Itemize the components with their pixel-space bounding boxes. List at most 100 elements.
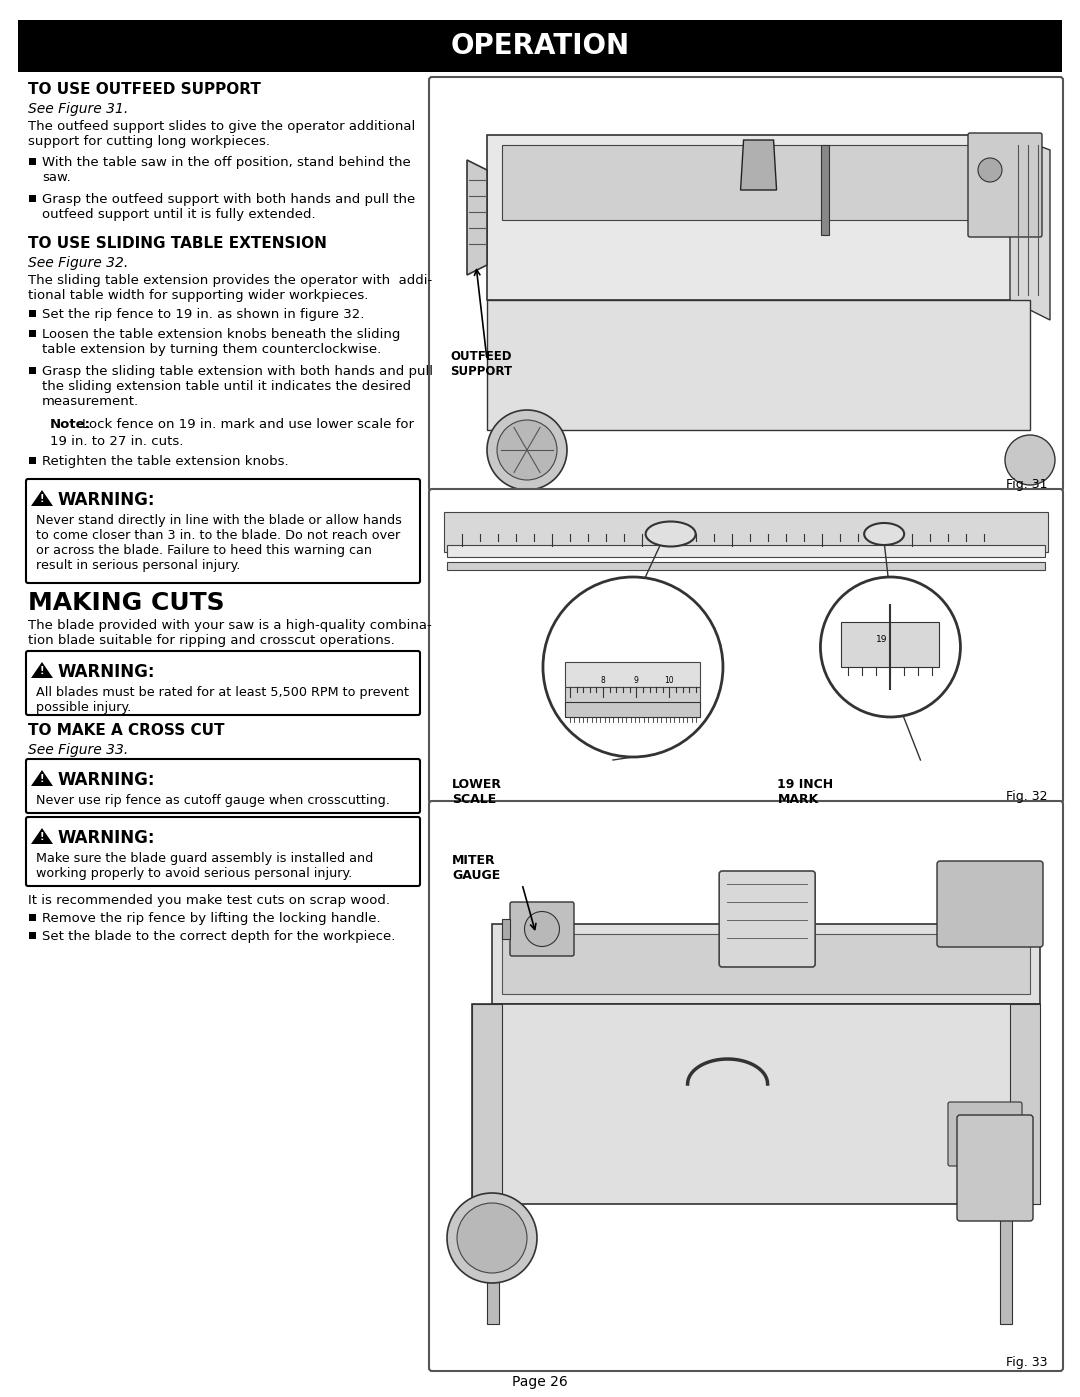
- Text: See Figure 32.: See Figure 32.: [28, 256, 129, 270]
- Text: MAKING CUTS: MAKING CUTS: [28, 591, 225, 615]
- Text: Grasp the outfeed support with both hands and pull the
outfeed support until it : Grasp the outfeed support with both hand…: [42, 193, 415, 221]
- Text: 10: 10: [664, 676, 674, 685]
- Text: WARNING:: WARNING:: [58, 828, 156, 847]
- Circle shape: [978, 158, 1002, 182]
- Circle shape: [982, 1116, 1018, 1153]
- Text: Never use rip fence as cutoff gauge when crosscutting.: Never use rip fence as cutoff gauge when…: [36, 793, 390, 807]
- Bar: [447, 562, 1045, 570]
- Text: Set the blade to the correct depth for the workpiece.: Set the blade to the correct depth for t…: [42, 930, 395, 943]
- Text: Page 26: Page 26: [512, 1375, 568, 1389]
- Text: TO MAKE A CROSS CUT: TO MAKE A CROSS CUT: [28, 724, 225, 738]
- Text: TO USE OUTFEED SUPPORT: TO USE OUTFEED SUPPORT: [28, 82, 261, 96]
- Bar: [566, 662, 701, 687]
- FancyBboxPatch shape: [429, 489, 1063, 803]
- Text: LOWER
SCALE: LOWER SCALE: [453, 778, 502, 806]
- Text: Fig. 31: Fig. 31: [1007, 478, 1048, 490]
- Bar: [841, 622, 940, 666]
- Ellipse shape: [447, 1193, 537, 1282]
- Bar: [29, 457, 36, 464]
- Bar: [822, 145, 829, 235]
- Text: WARNING:: WARNING:: [58, 490, 156, 509]
- Text: Remove the rip fence by lifting the locking handle.: Remove the rip fence by lifting the lock…: [42, 912, 380, 925]
- Text: Retighten the table extension knobs.: Retighten the table extension knobs.: [42, 455, 288, 468]
- Bar: [502, 919, 510, 939]
- Bar: [472, 1004, 502, 1204]
- Text: OUTFEED
SUPPORT: OUTFEED SUPPORT: [450, 351, 512, 379]
- Text: 9: 9: [634, 676, 638, 685]
- Text: With the table saw in the off position, stand behind the
saw.: With the table saw in the off position, …: [42, 156, 410, 184]
- Polygon shape: [741, 140, 777, 190]
- FancyBboxPatch shape: [957, 1115, 1032, 1221]
- Bar: [566, 687, 701, 707]
- Ellipse shape: [646, 521, 696, 546]
- Text: 19 in. to 27 in. cuts.: 19 in. to 27 in. cuts.: [50, 434, 184, 448]
- Bar: [566, 703, 701, 717]
- FancyBboxPatch shape: [510, 902, 573, 956]
- Ellipse shape: [864, 522, 904, 545]
- Text: Fig. 33: Fig. 33: [1007, 1356, 1048, 1369]
- Text: 19 INCH
MARK: 19 INCH MARK: [778, 778, 834, 806]
- Text: The outfeed support slides to give the operator additional
support for cutting l: The outfeed support slides to give the o…: [28, 120, 415, 148]
- Text: The sliding table extension provides the operator with  addi-
tional table width: The sliding table extension provides the…: [28, 274, 432, 302]
- Text: MITER
GAUGE: MITER GAUGE: [453, 854, 500, 882]
- Text: Never stand directly in line with the blade or allow hands
to come closer than 3: Never stand directly in line with the bl…: [36, 514, 402, 571]
- Ellipse shape: [1005, 434, 1055, 485]
- FancyBboxPatch shape: [502, 935, 1030, 995]
- Ellipse shape: [487, 409, 567, 490]
- FancyBboxPatch shape: [26, 759, 420, 813]
- FancyBboxPatch shape: [719, 870, 815, 967]
- Text: !: !: [40, 495, 44, 504]
- Text: The blade provided with your saw is a high-quality combina-
tion blade suitable : The blade provided with your saw is a hi…: [28, 619, 432, 647]
- FancyBboxPatch shape: [472, 1004, 1040, 1204]
- Text: Set the rip fence to 19 in. as shown in figure 32.: Set the rip fence to 19 in. as shown in …: [42, 307, 364, 321]
- FancyBboxPatch shape: [968, 133, 1042, 237]
- Bar: [29, 914, 36, 921]
- Text: Make sure the blade guard assembly is installed and
working properly to avoid se: Make sure the blade guard assembly is in…: [36, 852, 374, 880]
- Text: WARNING:: WARNING:: [58, 771, 156, 789]
- Bar: [1000, 1204, 1012, 1324]
- FancyBboxPatch shape: [429, 800, 1063, 1370]
- FancyBboxPatch shape: [937, 861, 1043, 947]
- FancyBboxPatch shape: [429, 77, 1063, 490]
- Polygon shape: [31, 770, 53, 787]
- Text: 8: 8: [600, 676, 606, 685]
- Ellipse shape: [525, 911, 559, 947]
- Ellipse shape: [821, 577, 960, 717]
- Bar: [29, 367, 36, 374]
- Text: !: !: [40, 833, 44, 842]
- Text: WARNING:: WARNING:: [58, 664, 156, 680]
- FancyBboxPatch shape: [26, 817, 420, 886]
- Polygon shape: [487, 300, 1030, 430]
- Polygon shape: [487, 136, 1030, 300]
- Bar: [29, 932, 36, 939]
- Text: See Figure 31.: See Figure 31.: [28, 102, 129, 116]
- FancyBboxPatch shape: [26, 479, 420, 583]
- Polygon shape: [1010, 136, 1050, 320]
- Text: See Figure 33.: See Figure 33.: [28, 743, 129, 757]
- Text: Loosen the table extension knobs beneath the sliding
table extension by turning : Loosen the table extension knobs beneath…: [42, 328, 401, 356]
- Polygon shape: [467, 161, 487, 275]
- Bar: [29, 310, 36, 317]
- FancyBboxPatch shape: [438, 88, 1054, 481]
- FancyBboxPatch shape: [948, 1102, 1022, 1166]
- Text: Grasp the sliding table extension with both hands and pull
the sliding extension: Grasp the sliding table extension with b…: [42, 365, 433, 408]
- Bar: [447, 545, 1045, 557]
- FancyBboxPatch shape: [18, 20, 1062, 73]
- Text: !: !: [40, 774, 44, 784]
- FancyBboxPatch shape: [26, 651, 420, 715]
- Text: It is recommended you make test cuts on scrap wood.: It is recommended you make test cuts on …: [28, 894, 390, 907]
- Bar: [444, 511, 1048, 552]
- Text: Note:: Note:: [50, 418, 91, 432]
- Text: Lock fence on 19 in. mark and use lower scale for: Lock fence on 19 in. mark and use lower …: [82, 418, 414, 432]
- Polygon shape: [31, 828, 53, 844]
- Polygon shape: [31, 490, 53, 506]
- Bar: [1010, 1004, 1040, 1204]
- Ellipse shape: [457, 1203, 527, 1273]
- Text: Fig. 32: Fig. 32: [1007, 789, 1048, 803]
- Text: OPERATION: OPERATION: [450, 32, 630, 60]
- Text: All blades must be rated for at least 5,500 RPM to prevent
possible injury.: All blades must be rated for at least 5,…: [36, 686, 409, 714]
- Bar: [29, 196, 36, 203]
- Bar: [487, 1204, 499, 1324]
- Polygon shape: [31, 662, 53, 678]
- Ellipse shape: [543, 577, 723, 757]
